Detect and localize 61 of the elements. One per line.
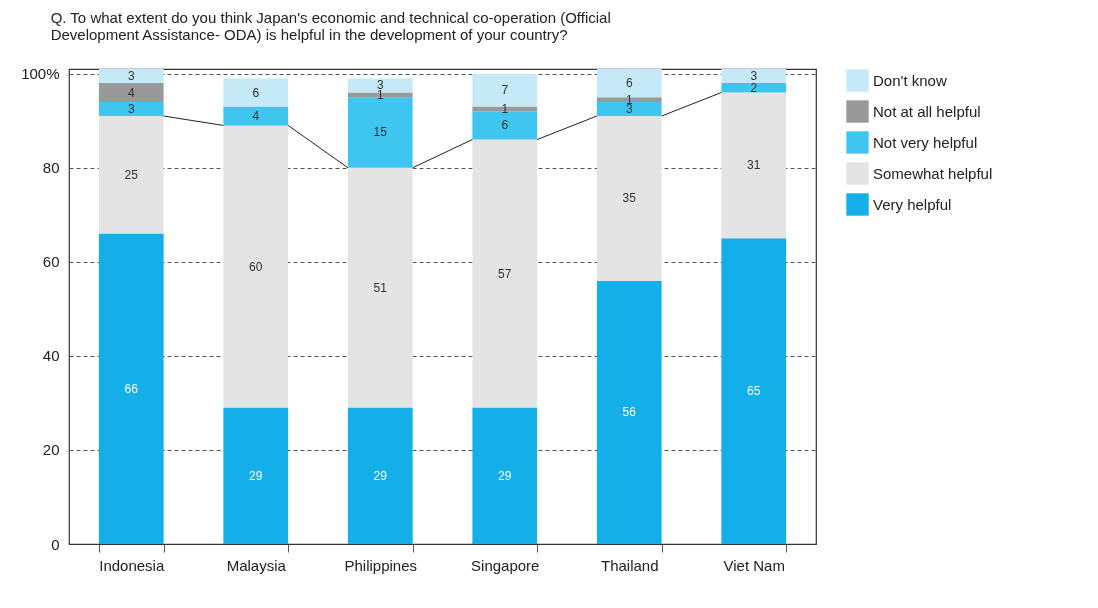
data-label: 51 bbox=[373, 280, 388, 295]
x-tick-label: Viet Nam bbox=[723, 556, 785, 574]
bar bbox=[223, 78, 289, 107]
chart-title: Q. To what extent do you think Japan's economic and technical co-operation (Official Development Assistance- ODA) is helpful in the development of your country? bbox=[50, 8, 611, 43]
data-label: 56 bbox=[622, 405, 637, 420]
data-label: 57 bbox=[498, 266, 512, 281]
bar bbox=[98, 101, 164, 117]
data-label: 3 bbox=[127, 101, 135, 116]
bar bbox=[347, 407, 413, 544]
bar bbox=[98, 116, 164, 234]
data-label: 6 bbox=[501, 118, 509, 133]
data-label: 6 bbox=[625, 76, 633, 91]
data-label: 4 bbox=[252, 109, 260, 124]
data-label: 25 bbox=[124, 167, 139, 182]
data-label: 6 bbox=[252, 85, 260, 100]
y-tick-label: 60 bbox=[42, 253, 60, 271]
data-label: 4 bbox=[127, 85, 135, 100]
bar bbox=[472, 407, 538, 544]
bar bbox=[223, 125, 289, 408]
bar bbox=[347, 97, 413, 168]
bar bbox=[721, 69, 787, 84]
data-label: 65 bbox=[747, 384, 761, 399]
data-label: 31 bbox=[747, 158, 761, 173]
x-tick-label: Malaysia bbox=[226, 556, 287, 574]
bar bbox=[472, 139, 538, 408]
legend-label: Somewhat helpful bbox=[873, 164, 993, 182]
legend-label: Not at all helpful bbox=[873, 102, 981, 120]
bar bbox=[472, 111, 538, 140]
y-tick-label: 80 bbox=[42, 159, 60, 177]
bar bbox=[721, 92, 787, 239]
data-label: 29 bbox=[249, 468, 263, 483]
legend-label: Very helpful bbox=[873, 195, 952, 213]
y-tick-label: 100% bbox=[21, 65, 60, 83]
bar bbox=[721, 238, 787, 544]
bar bbox=[596, 116, 662, 281]
data-label: 29 bbox=[373, 468, 388, 483]
bar bbox=[223, 407, 289, 544]
bar bbox=[98, 69, 164, 84]
data-label: 3 bbox=[127, 69, 135, 84]
x-tick-label: Thailand bbox=[600, 556, 659, 574]
data-label: 66 bbox=[124, 381, 139, 396]
y-tick-label: 0 bbox=[51, 535, 60, 553]
bar bbox=[98, 83, 164, 102]
bar bbox=[721, 83, 787, 93]
data-label: 3 bbox=[625, 101, 633, 116]
data-label: 15 bbox=[373, 125, 388, 140]
y-tick-label: 20 bbox=[42, 441, 60, 459]
x-tick-label: Indonesia bbox=[99, 556, 165, 574]
x-tick-label: Singapore bbox=[471, 556, 540, 574]
bar bbox=[98, 233, 164, 544]
legend-label: Don't know bbox=[873, 71, 947, 89]
bar bbox=[347, 167, 413, 408]
bar bbox=[223, 106, 289, 126]
data-label: 35 bbox=[622, 191, 637, 206]
data-label: 60 bbox=[249, 259, 263, 274]
x-tick-label: Philippines bbox=[344, 556, 418, 574]
data-label: 7 bbox=[501, 83, 509, 98]
bar bbox=[596, 280, 662, 544]
data-label: 29 bbox=[498, 468, 512, 483]
y-tick-label: 40 bbox=[42, 347, 60, 365]
legend-label: Not very helpful bbox=[873, 133, 978, 151]
